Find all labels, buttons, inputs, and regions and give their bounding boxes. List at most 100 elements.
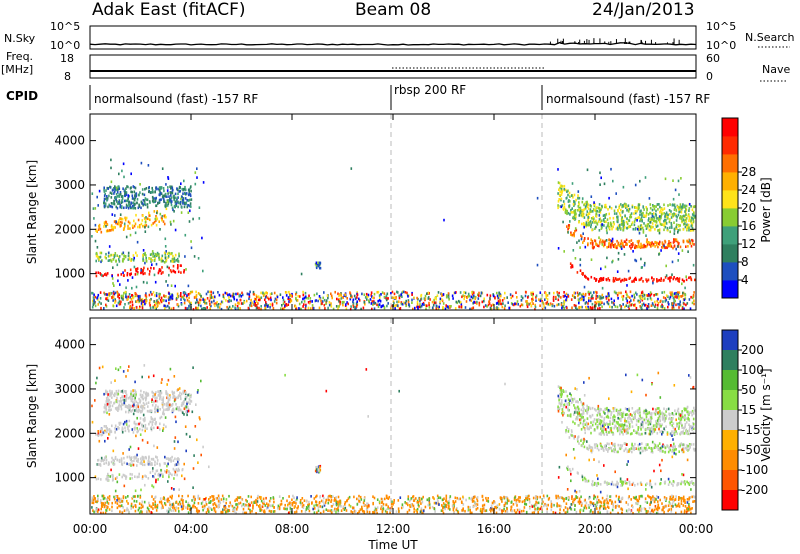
echo-mark [95,251,98,255]
echo-mark [370,302,373,305]
echo-mark [568,226,570,229]
echo-mark [344,293,346,296]
echo-mark [680,510,683,514]
echo-mark [446,503,448,507]
echo-mark [563,202,566,206]
echo-mark [242,503,245,506]
echo-mark [308,509,311,513]
echo-mark [150,457,153,461]
echo-mark [103,307,105,310]
echo-mark [445,304,447,307]
echo-mark [507,301,509,304]
echo-mark [118,499,120,503]
echo-mark [158,201,161,204]
echo-mark [583,239,585,242]
echo-mark [625,238,628,242]
echo-mark [608,238,610,241]
echo-mark [213,506,215,510]
echo-mark [318,266,321,270]
cpid-segment-3: normalsound (fast) -157 RF [546,92,710,106]
echo-mark [126,507,128,510]
echo-mark [682,203,684,207]
echo-mark [516,296,518,299]
echo-mark [646,297,649,301]
echo-mark [558,295,560,298]
echo-mark [235,503,237,506]
echo-mark [685,220,688,223]
freq-panel-frame [89,54,697,79]
echo-mark [173,258,175,261]
echo-mark [170,223,172,226]
echo-mark [644,297,646,300]
echo-mark [651,222,654,225]
echo-mark [154,460,156,464]
echo-mark [350,510,352,513]
echo-mark [141,299,143,303]
echo-mark [201,236,203,240]
echo-mark [651,498,654,502]
echo-mark [488,302,491,305]
echo-mark [563,302,565,306]
echo-mark [324,501,327,504]
echo-mark [178,503,180,506]
echo-mark [644,497,647,500]
echo-mark [249,290,251,294]
echo-mark [107,299,110,302]
echo-mark [140,506,142,510]
echo-mark [626,299,628,303]
echo-mark [573,209,575,213]
echo-mark [578,300,580,303]
echo-mark [671,273,673,276]
echo-mark [471,511,473,515]
echo-mark [135,505,137,509]
echo-mark [197,303,200,307]
echo-mark [160,198,162,201]
echo-mark [150,257,152,261]
echo-mark [438,503,440,506]
echo-mark [273,291,276,295]
echo-mark [668,297,671,300]
echo-mark [144,218,147,221]
echo-mark [516,300,519,303]
echo-mark [382,304,384,307]
echo-mark [387,505,389,508]
echo-mark [184,192,187,196]
echo-mark [157,187,159,191]
echo-mark [495,506,498,510]
echo-mark [580,298,582,302]
echo-mark [410,497,413,500]
echo-mark [570,503,573,506]
echo-mark [355,305,358,308]
echo-mark [422,511,424,514]
echo-mark [102,511,104,515]
echo-mark [169,220,172,224]
echo-mark [677,291,679,295]
echo-mark [637,502,639,505]
echo-mark [657,500,659,503]
echo-mark [131,303,134,307]
echo-mark [664,222,666,225]
echo-mark [229,294,232,298]
echo-mark [167,255,170,258]
echo-mark [536,196,539,200]
echo-mark [560,505,562,508]
echo-mark [679,245,682,249]
echo-mark [192,497,195,501]
echo-mark [586,168,589,172]
echo-mark [645,278,647,281]
echo-mark [130,172,132,176]
echo-mark [131,224,134,227]
echo-mark [601,223,603,226]
echo-mark [289,294,291,298]
echo-mark [585,221,588,225]
echo-mark [178,201,180,205]
echo-mark [647,241,650,244]
echo-mark [580,495,582,499]
echo-mark [635,211,637,215]
echo-mark [414,306,416,310]
echo-mark [125,216,128,220]
echo-mark [454,307,457,310]
echo-mark [111,456,113,460]
echo-mark [599,279,601,282]
echo-mark [258,495,261,499]
